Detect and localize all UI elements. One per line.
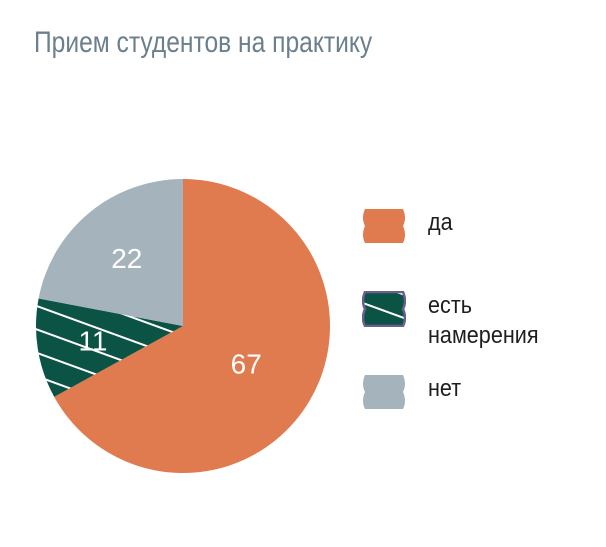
legend-item-intent: есть намерения bbox=[362, 291, 551, 351]
slice-value-label: 11 bbox=[78, 325, 107, 356]
chart-title: Прием студентов на практику bbox=[34, 26, 373, 59]
legend-item-yes: да bbox=[362, 208, 455, 244]
legend-swatch-yes bbox=[363, 209, 405, 243]
pie-slice-intent bbox=[36, 298, 183, 397]
legend-swatch-no bbox=[363, 375, 405, 409]
slice-value-label: 67 bbox=[231, 348, 262, 379]
legend-swatch-intent bbox=[362, 291, 406, 327]
pie-slice-yes bbox=[54, 179, 330, 473]
legend-label-intent: есть намерения bbox=[428, 292, 539, 349]
legend-item-no: нет bbox=[362, 374, 465, 410]
legend-label-no: нет bbox=[428, 375, 462, 402]
legend-label-yes: да bbox=[428, 209, 453, 236]
slice-value-label: 22 bbox=[111, 243, 142, 274]
pie-slice-no bbox=[38, 179, 183, 326]
